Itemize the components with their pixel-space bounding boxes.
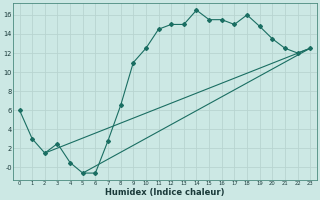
X-axis label: Humidex (Indice chaleur): Humidex (Indice chaleur) [105,188,225,197]
